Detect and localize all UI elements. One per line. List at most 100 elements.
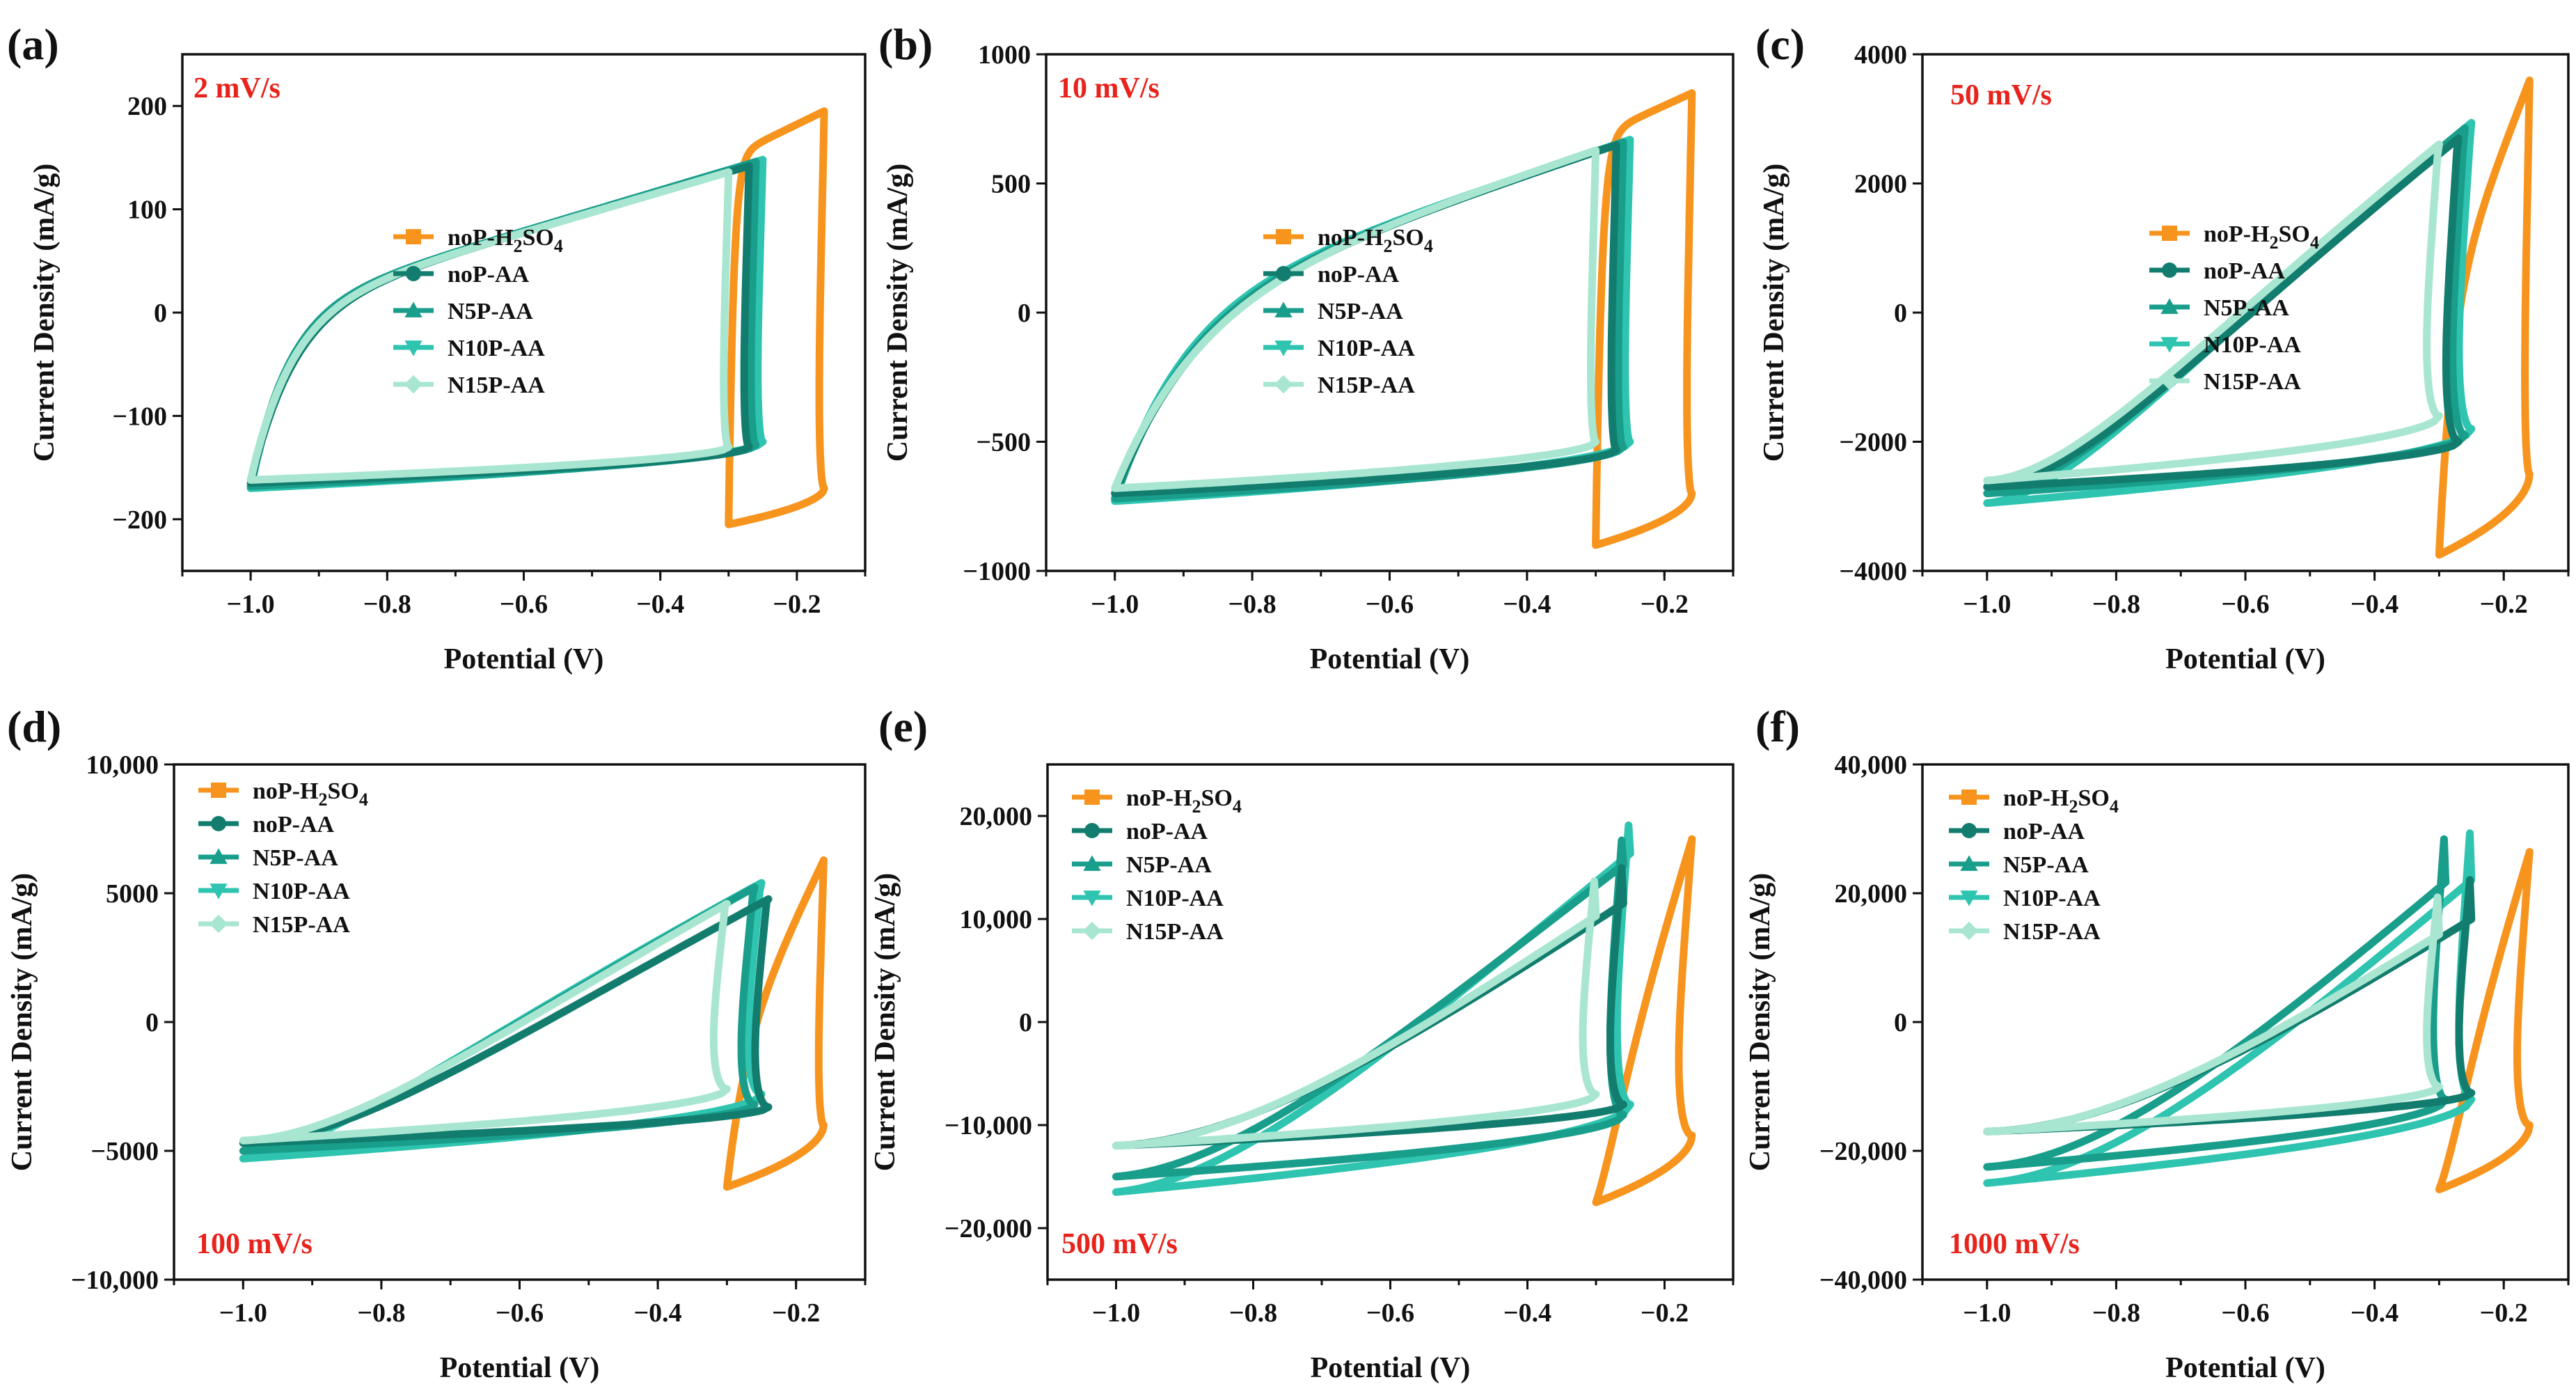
cv-curve-N15P-AA bbox=[239, 900, 731, 1145]
legend-label-N5P-AA: N5P-AA bbox=[2204, 295, 2289, 321]
cv-curve-noP-AA bbox=[246, 162, 753, 487]
x-axis-label: Potential (V) bbox=[2165, 643, 2325, 675]
panel-letter: (e) bbox=[878, 702, 928, 751]
cv-curves bbox=[246, 107, 828, 528]
y-tick-label: −1000 bbox=[963, 557, 1031, 586]
y-axis-label: Current Density (mA/g) bbox=[6, 873, 38, 1172]
x-tick-label: −0.4 bbox=[1503, 1298, 1551, 1328]
x-tick-label: −1.0 bbox=[1963, 590, 2011, 619]
legend-label-noP-AA: noP-AA bbox=[253, 812, 335, 838]
legend-label-N10P-AA: N10P-AA bbox=[1126, 886, 1224, 911]
cv-curve-noP-AA bbox=[1983, 134, 2463, 491]
y-tick-label: 4000 bbox=[1854, 40, 1907, 70]
x-tick-label: −0.8 bbox=[357, 1298, 405, 1328]
x-tick-label: −0.8 bbox=[363, 590, 411, 619]
legend-marker-diamond bbox=[404, 375, 423, 394]
y-axis-label: Current Density (mA/g) bbox=[29, 164, 61, 462]
legend-marker-square bbox=[1084, 790, 1100, 805]
legend-marker-triangle-up bbox=[2160, 298, 2179, 314]
y-tick-label: 10,000 bbox=[86, 751, 159, 780]
y-tick-label: −40,000 bbox=[1819, 1266, 1907, 1295]
y-tick-label: 1000 bbox=[978, 40, 1031, 70]
legend-marker-triangle-up bbox=[1083, 855, 1101, 871]
legend-marker-square bbox=[1961, 790, 1977, 805]
panel-d: −1.0 −0.8 −0.6 −0.4 −0.2 −10,000 −5000 0 5000 10,… bbox=[6, 702, 867, 1384]
x-tick-label: −0.4 bbox=[1503, 590, 1551, 619]
x-tick-label: −0.6 bbox=[1366, 590, 1414, 619]
legend-label-noP-H2SO4: noP-H2SO4 bbox=[253, 778, 368, 810]
cv-curves bbox=[239, 856, 828, 1191]
cv-curve-noP-AA bbox=[239, 895, 773, 1147]
y-axis-label: Current Density (mA/g) bbox=[869, 873, 901, 1172]
cv-curves bbox=[1983, 829, 2534, 1193]
y-tick-label: 0 bbox=[1894, 1008, 1907, 1037]
legend-label-noP-H2SO4: noP-H2SO4 bbox=[1126, 785, 1242, 817]
x-tick-label: −0.4 bbox=[636, 590, 684, 619]
panel-c: −1.0 −0.8 −0.6 −0.4 −0.2 −4000 −2000 0 2000 4000 P… bbox=[1755, 19, 2570, 675]
y-tick-label: 0 bbox=[1019, 1008, 1032, 1037]
scan-rate-label: 100 mV/s bbox=[196, 1228, 313, 1260]
y-axis-label: Current Density (mA/g) bbox=[1744, 873, 1776, 1172]
legend-marker-square bbox=[1276, 229, 1291, 244]
legend-label-N10P-AA: N10P-AA bbox=[2204, 332, 2301, 358]
legend-label-N5P-AA: N5P-AA bbox=[448, 299, 533, 324]
cv-curve-N5P-AA bbox=[1983, 835, 2450, 1171]
legend-marker-triangle-up bbox=[210, 848, 228, 864]
cv-curve-N15P-AA bbox=[1111, 146, 1600, 492]
y-tick-label: 2000 bbox=[1854, 170, 1907, 199]
y-tick-label: −10,000 bbox=[945, 1111, 1032, 1140]
legend-label-N15P-AA: N15P-AA bbox=[448, 372, 545, 398]
cv-curve-noP-H2SO4 bbox=[1592, 835, 1696, 1207]
panel-letter: (d) bbox=[7, 702, 61, 751]
legend-label-noP-AA: noP-AA bbox=[1318, 262, 1400, 288]
y-tick-label: 40,000 bbox=[1835, 751, 1908, 780]
legend-marker-square bbox=[406, 229, 421, 244]
cv-curve-noP-H2SO4 bbox=[722, 856, 828, 1191]
y-tick-label: −4000 bbox=[1839, 557, 1907, 586]
legend-label-N10P-AA: N10P-AA bbox=[2003, 886, 2101, 911]
legend-label-N5P-AA: N5P-AA bbox=[2003, 852, 2089, 878]
legend-marker-diamond bbox=[1959, 921, 1979, 941]
legend-marker-triangle-down bbox=[1083, 890, 1101, 906]
legend-label-N5P-AA: N5P-AA bbox=[253, 845, 338, 871]
y-axis-label: Current Density (mA/g) bbox=[1758, 164, 1790, 462]
legend-marker-triangle-down bbox=[404, 340, 422, 356]
legend-marker-diamond bbox=[2160, 371, 2179, 391]
legend-label-N15P-AA: N15P-AA bbox=[253, 912, 350, 938]
legend-label-noP-H2SO4: noP-H2SO4 bbox=[2204, 221, 2319, 253]
legend-label-noP-AA: noP-AA bbox=[1126, 819, 1208, 845]
legend-label-N15P-AA: N15P-AA bbox=[1318, 372, 1415, 398]
legend-marker-circle bbox=[1961, 823, 1977, 838]
cv-curve-N15P-AA bbox=[1112, 877, 1600, 1150]
x-tick-label: −0.8 bbox=[2092, 590, 2140, 619]
x-axis-label: Potential (V) bbox=[1311, 1352, 1471, 1384]
x-tick-label: −0.2 bbox=[2480, 1298, 2528, 1328]
cv-curve-N15P-AA bbox=[1983, 893, 2443, 1136]
x-tick-label: −0.4 bbox=[2350, 590, 2399, 619]
x-tick-label: −0.6 bbox=[500, 590, 548, 619]
x-tick-label: −0.4 bbox=[634, 1298, 682, 1328]
legend-marker-triangle-down bbox=[210, 883, 228, 900]
panel-letter: (c) bbox=[1755, 19, 1805, 69]
y-tick-label: −5000 bbox=[90, 1137, 159, 1166]
cv-curves bbox=[1111, 89, 1696, 549]
legend-marker-circle bbox=[406, 266, 421, 281]
legend-marker-diamond bbox=[209, 914, 228, 934]
x-tick-label: −0.8 bbox=[2092, 1298, 2140, 1328]
x-tick-label: −0.6 bbox=[496, 1298, 544, 1328]
legend-label-N10P-AA: N10P-AA bbox=[1318, 336, 1415, 361]
panel-letter: (b) bbox=[878, 19, 933, 69]
legend-marker-triangle-down bbox=[1274, 340, 1293, 356]
legend-label-N5P-AA: N5P-AA bbox=[1318, 299, 1403, 324]
y-tick-label: 5000 bbox=[106, 879, 159, 909]
legend-marker-triangle-down bbox=[1960, 890, 1978, 906]
cv-curve-N15P-AA bbox=[246, 168, 733, 484]
legend-label-N15P-AA: N15P-AA bbox=[2003, 919, 2101, 945]
legend-label-N15P-AA: N15P-AA bbox=[1126, 919, 1224, 945]
panel-b: −1.0 −0.8 −0.6 −0.4 −0.2 −1000 −500 0 500 1000 Pot… bbox=[878, 19, 1735, 675]
y-tick-label: −100 bbox=[112, 402, 167, 431]
panel-letter: (f) bbox=[1755, 702, 1800, 751]
